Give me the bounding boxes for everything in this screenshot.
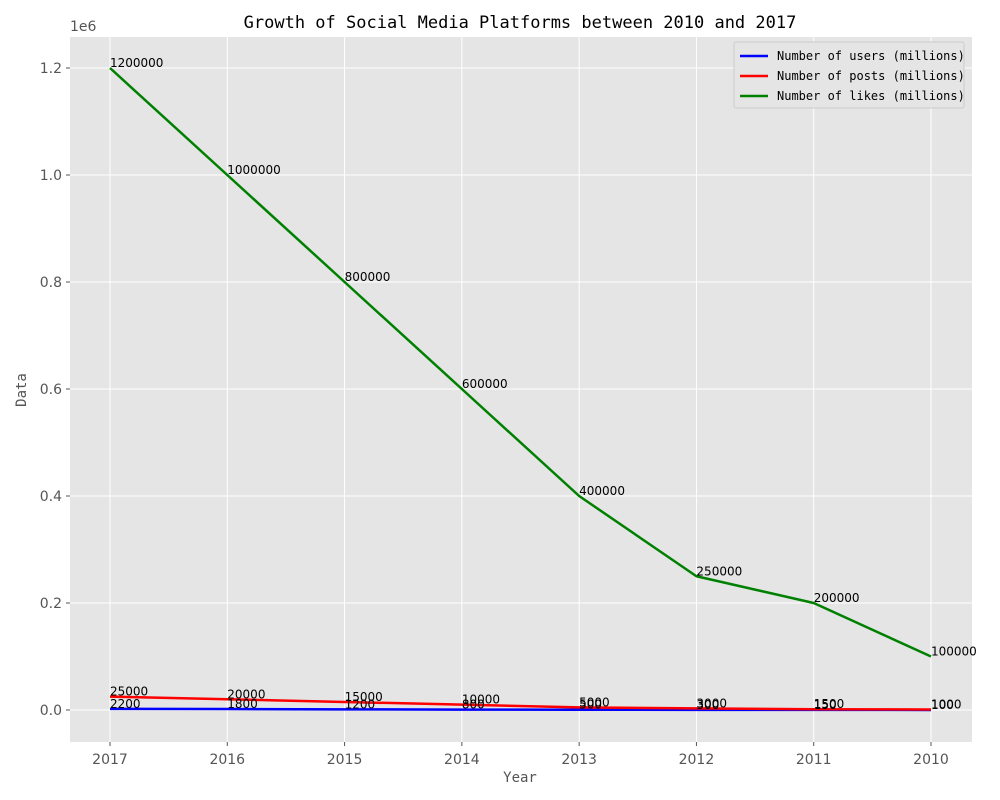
legend: Number of users (millions) Number of post… [733,41,965,109]
x-tick-label: 2013 [561,752,597,768]
y-tick-label: 1.0 [40,168,62,184]
data-label: 600000 [462,377,508,391]
series-line-2 [109,695,932,711]
x-tick-label: 2011 [796,752,832,768]
data-label: 1000000 [227,163,280,177]
data-label: 100 [931,698,954,712]
legend-label: Number of likes (millions) [777,89,965,103]
x-tick-label: 2014 [444,752,480,768]
data-label: 300 [696,698,719,712]
gridlines [70,37,972,742]
y-axis-ticks: 0.0 0.2 0.4 0.6 0.8 1.0 1.2 [40,61,70,719]
data-label: 2200 [110,697,141,711]
data-label: 100000 [931,645,977,659]
y-axis-offset-label: 1e6 [70,19,97,35]
data-label: 10000 [462,693,500,707]
data-label: 200000 [814,591,860,605]
x-tick-label: 2010 [913,752,949,768]
chart-title: Growth of Social Media Platforms between… [244,13,797,33]
data-label: 1000 [931,697,962,711]
x-tick-label: 2015 [327,752,363,768]
series-lines [109,67,932,712]
y-axis-label: Data [14,373,30,407]
y-tick-label: 0.2 [40,596,62,612]
data-label: 3000 [696,696,727,710]
data-label: 500 [579,698,602,712]
data-label: 800 [462,698,485,712]
data-labels: 2200 1800 1200 800 500 300 150 100 25000 20000 150… [110,56,977,712]
y-tick-label: 0.8 [40,275,62,291]
x-tick-label: 2012 [679,752,715,768]
data-label: 20000 [227,687,265,701]
data-label: 25000 [110,685,148,699]
x-axis-label: Year [503,770,537,786]
data-label: 15000 [345,690,383,704]
y-tick-label: 0.0 [40,703,62,719]
series-line-3 [109,67,932,658]
data-label: 1500 [814,697,845,711]
x-tick-label: 2016 [209,752,245,768]
data-label: 800000 [345,270,391,284]
legend-label: Number of users (millions) [777,49,965,63]
x-tick-label: 2017 [92,752,128,768]
legend-box [733,41,965,109]
data-label: 150 [814,698,837,712]
legend-label: Number of posts (millions) [777,69,965,83]
data-label: 400000 [579,484,625,498]
data-label: 1800 [227,697,258,711]
y-tick-label: 0.6 [40,382,62,398]
data-label: 250000 [696,564,742,578]
data-label: 5000 [579,695,610,709]
y-tick-label: 1.2 [40,61,62,77]
y-tick-label: 0.4 [40,489,62,505]
data-label: 1200000 [110,56,163,70]
x-axis-ticks: 2017 2016 2015 2014 2013 2012 2011 2010 [92,742,949,768]
data-label: 1200 [345,697,376,711]
